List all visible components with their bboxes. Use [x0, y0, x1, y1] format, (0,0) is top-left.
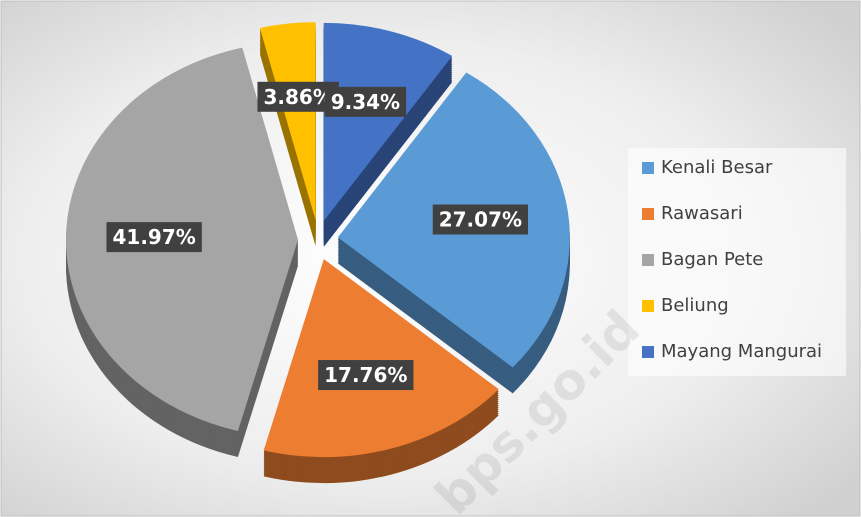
- slice: [259, 22, 316, 221]
- legend-box: [628, 148, 846, 376]
- data-label: 17.76%: [324, 363, 407, 387]
- legend-swatch: [642, 346, 654, 358]
- data-label: 41.97%: [113, 225, 196, 249]
- data-label: 3.86%: [263, 85, 332, 109]
- legend-swatch: [642, 162, 654, 174]
- legend: Kenali Besar Rawasari Bagan Pete Beliung May…: [642, 157, 822, 362]
- legend-label: Mayang Mangurai: [661, 341, 822, 362]
- legend-label: Kenali Besar: [661, 157, 773, 178]
- legend-swatch: [642, 208, 654, 220]
- legend-swatch: [642, 300, 654, 312]
- legend-swatch: [642, 254, 654, 266]
- data-label: 9.34%: [331, 90, 400, 114]
- pie: 27.07% 17.76% 41.97% 3.86%9.34%: [66, 22, 570, 484]
- slice: [323, 22, 453, 221]
- slice: [263, 259, 499, 458]
- legend-label: Rawasari: [661, 203, 743, 224]
- data-label-box: [432, 204, 529, 235]
- data-label-box: [324, 86, 407, 117]
- legend-label: Bagan Pete: [661, 249, 763, 270]
- data-label-box: [318, 360, 414, 391]
- data-label-box: [106, 222, 202, 253]
- legend-label: Beliung: [661, 295, 729, 316]
- data-label: 27.07%: [439, 207, 522, 231]
